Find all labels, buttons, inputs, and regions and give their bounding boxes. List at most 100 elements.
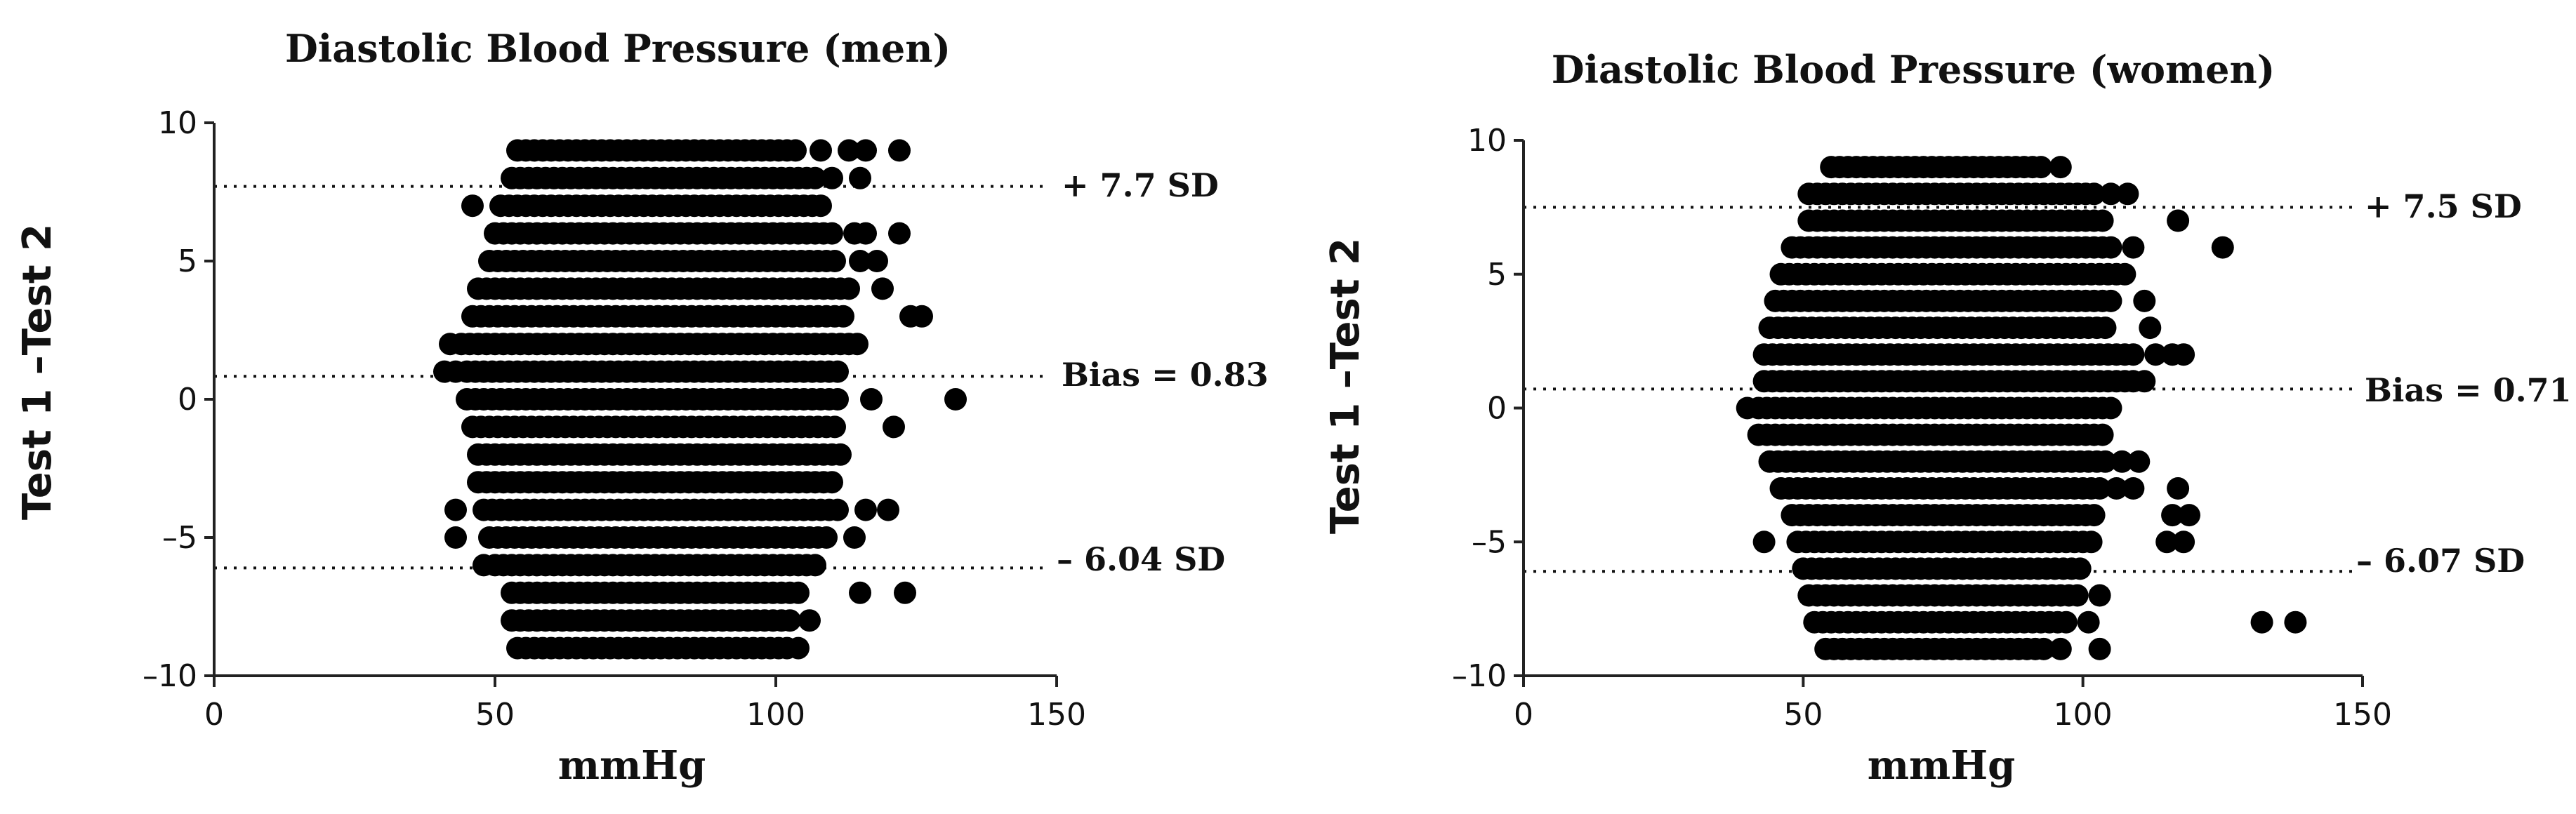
data-point (2066, 584, 2089, 607)
data-point (787, 581, 810, 604)
data-point (2122, 477, 2145, 500)
chart-title: Diastolic Blood Pressure (men) (285, 26, 951, 71)
data-point (829, 443, 852, 466)
x-tick-label: 0 (204, 697, 224, 733)
x-tick-label: 50 (1783, 697, 1823, 733)
data-point (2172, 343, 2195, 366)
data-point (2094, 316, 2117, 340)
data-point (888, 222, 911, 245)
axes (204, 121, 1058, 687)
chart-men: Diastolic Blood Pressure (men) Test 1 –T… (15, 26, 1269, 789)
data-point (2172, 531, 2195, 554)
data-point (798, 609, 821, 632)
y-tick-label: 5 (1487, 257, 1507, 293)
data-point (2091, 209, 2114, 232)
data-point (854, 139, 877, 162)
data-point (2029, 156, 2052, 179)
data-point (2284, 610, 2307, 634)
data-point (2133, 370, 2156, 393)
data-point (2088, 637, 2111, 660)
data-point (439, 333, 461, 356)
y-axis-title: Test 1 –Test 2 (15, 224, 60, 520)
data-point (2068, 557, 2092, 580)
data-point (804, 554, 826, 577)
data-point (832, 305, 854, 328)
bias-label: Bias = 0.71 (2365, 371, 2572, 409)
data-point (911, 305, 933, 328)
data-point (944, 388, 967, 411)
data-point (2105, 477, 2128, 500)
data-point (849, 581, 871, 604)
data-points (1736, 156, 2307, 660)
data-point (826, 360, 849, 383)
lower-loa-label: – 6.04 SD (1057, 540, 1225, 578)
y-tick-label: 10 (158, 105, 197, 141)
data-point (2161, 504, 2184, 527)
data-point (849, 166, 871, 189)
data-point (1736, 396, 1759, 420)
y-tick-label: 0 (178, 382, 197, 418)
data-point (2133, 289, 2156, 312)
bias-label: Bias = 0.83 (1062, 356, 1269, 394)
y-tick-label: –5 (162, 520, 197, 556)
data-point (815, 526, 838, 549)
x-axis-title: mmHg (558, 742, 706, 789)
data-point (826, 498, 849, 521)
lower-loa-label: – 6.07 SD (2356, 542, 2525, 580)
y-tick-label: –5 (1472, 524, 1507, 560)
y-tick-label: 10 (1467, 123, 1507, 159)
data-point (854, 222, 877, 245)
data-point (843, 526, 866, 549)
y-tick-label: 5 (178, 243, 197, 279)
chart-title: Diastolic Blood Pressure (women) (1552, 47, 2276, 92)
data-point (2144, 343, 2167, 366)
data-point (2099, 289, 2122, 312)
data-point (433, 360, 456, 383)
data-point (473, 554, 495, 577)
reference-lines (1524, 206, 2359, 573)
data-point (2111, 450, 2134, 473)
data-point (877, 498, 899, 521)
data-point (461, 194, 484, 218)
data-point (784, 139, 807, 162)
data-point (871, 277, 894, 300)
data-point (787, 636, 810, 660)
upper-loa-label: + 7.7 SD (1062, 166, 1219, 204)
data-point (2054, 610, 2078, 634)
data-point (2082, 504, 2106, 527)
data-point (866, 250, 888, 272)
data-point (779, 609, 801, 632)
data-point (2094, 450, 2117, 473)
axes (1514, 139, 2364, 687)
data-point (2082, 182, 2106, 206)
chart-women: Diastolic Blood Pressure (women) Test 1 … (1323, 47, 2572, 789)
data-point (2127, 450, 2151, 473)
data-point (2155, 531, 2179, 554)
data-point (2250, 610, 2273, 634)
data-point (2088, 584, 2111, 607)
data-point (2088, 477, 2111, 500)
data-point (824, 415, 846, 439)
data-point (444, 526, 467, 549)
y-tick-label: 0 (1487, 391, 1507, 427)
data-point (2178, 504, 2200, 527)
x-tick-label: 0 (1514, 697, 1533, 733)
data-point (2099, 182, 2122, 206)
data-point (854, 498, 877, 521)
data-point (2211, 236, 2234, 259)
data-point (810, 194, 832, 218)
y-axis-title: Test 1 –Test 2 (1323, 238, 1368, 534)
data-point (2099, 396, 2122, 420)
data-point (2113, 262, 2136, 286)
upper-loa-label: + 7.5 SD (2365, 187, 2522, 225)
data-point (2116, 182, 2139, 206)
data-point (2091, 423, 2114, 446)
data-point (2099, 236, 2122, 259)
data-point (2122, 236, 2145, 259)
y-tick-label: –10 (1452, 658, 1507, 694)
data-point (2032, 637, 2055, 660)
data-point (826, 388, 849, 411)
